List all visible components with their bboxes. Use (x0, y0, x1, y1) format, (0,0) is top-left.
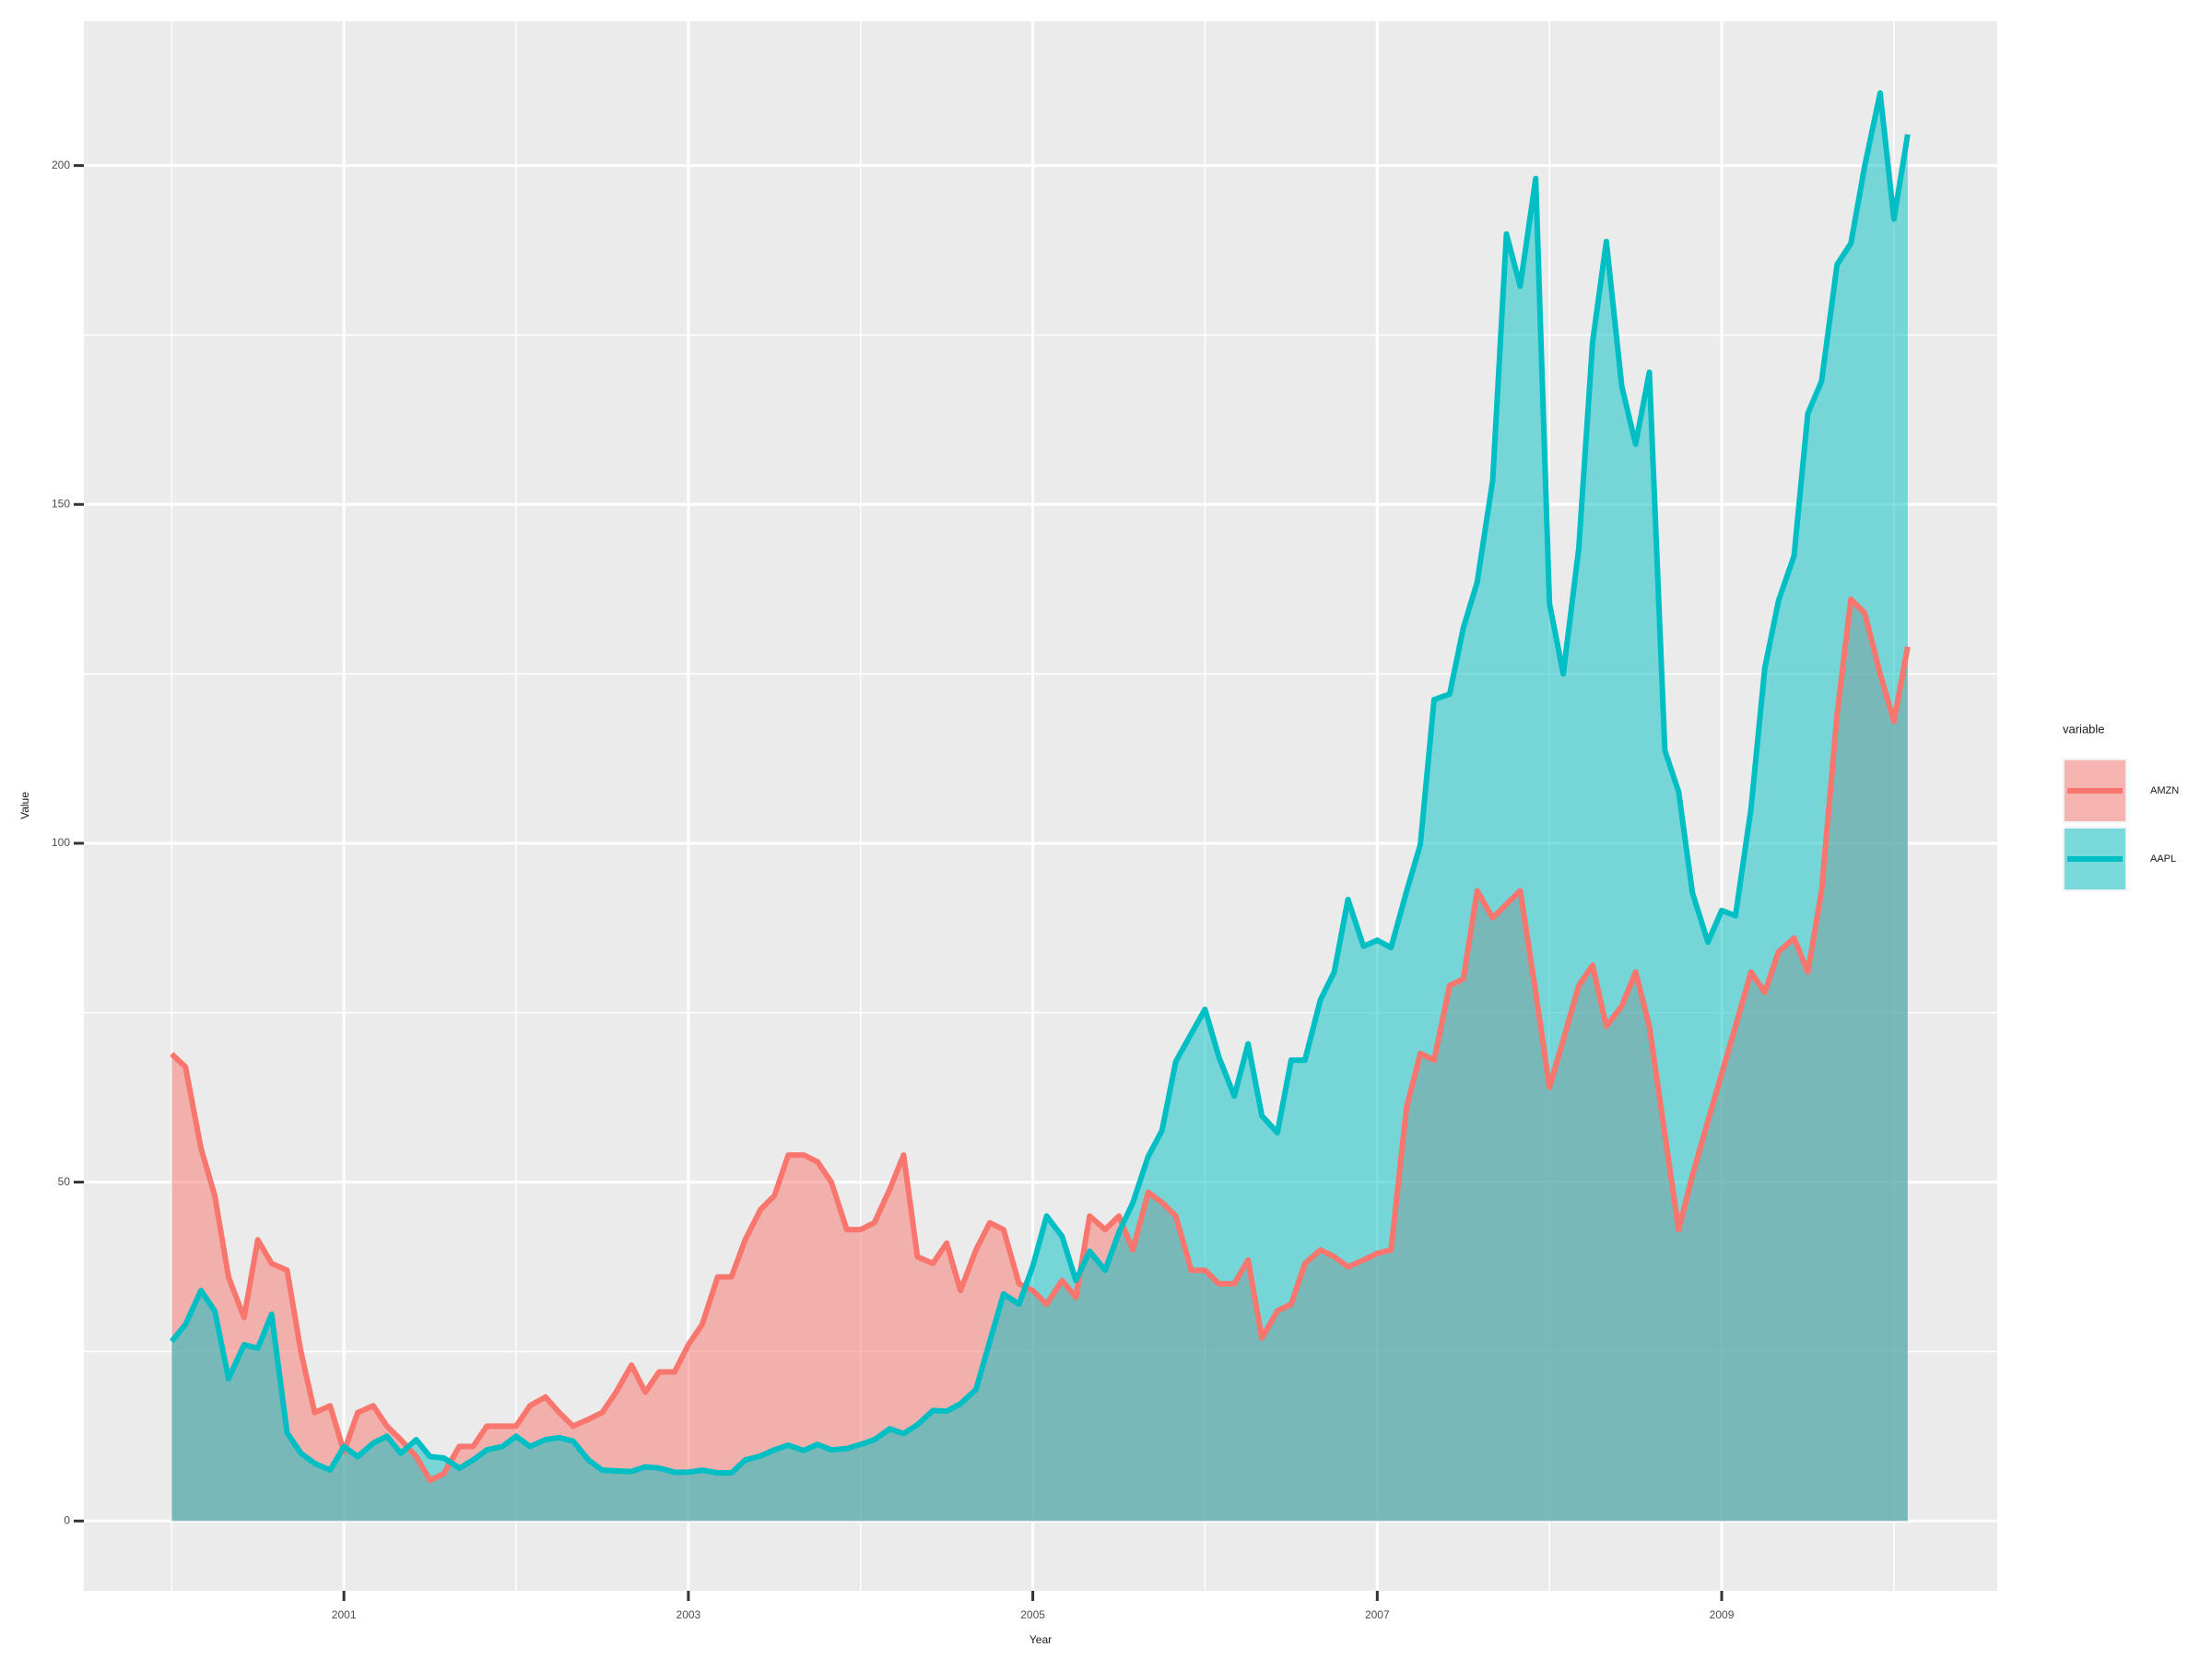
y-tick-label: 200 (52, 159, 70, 171)
y-tick-label: 0 (64, 1513, 70, 1526)
y-axis-title: Value (18, 792, 31, 819)
x-tick-label: 2005 (1020, 1608, 1045, 1621)
x-tick-label: 2003 (677, 1608, 701, 1621)
x-axis-title: Year (1030, 1633, 1052, 1646)
x-tick-label: 2001 (332, 1608, 357, 1621)
y-tick-label: 150 (52, 497, 70, 510)
legend-title: variable (2063, 722, 2105, 735)
lines (169, 89, 1911, 1484)
line (170, 596, 1911, 1484)
x-tick-label: 2007 (1365, 1608, 1390, 1621)
legend-label: AMZN (2150, 785, 2179, 796)
area (171, 92, 1908, 1522)
axes: 0 50 100 150 200 2001 2003 2005 2007 2009 (52, 159, 1735, 1621)
legend-label: AAPL (2150, 853, 2176, 865)
x-tick-label: 2009 (1710, 1608, 1735, 1621)
line (169, 89, 1911, 1477)
y-tick-label: 100 (52, 836, 70, 849)
y-tick-label: 50 (58, 1175, 71, 1188)
legend: variable AMZN AAPL (2063, 722, 2179, 891)
areas (171, 92, 1908, 1522)
